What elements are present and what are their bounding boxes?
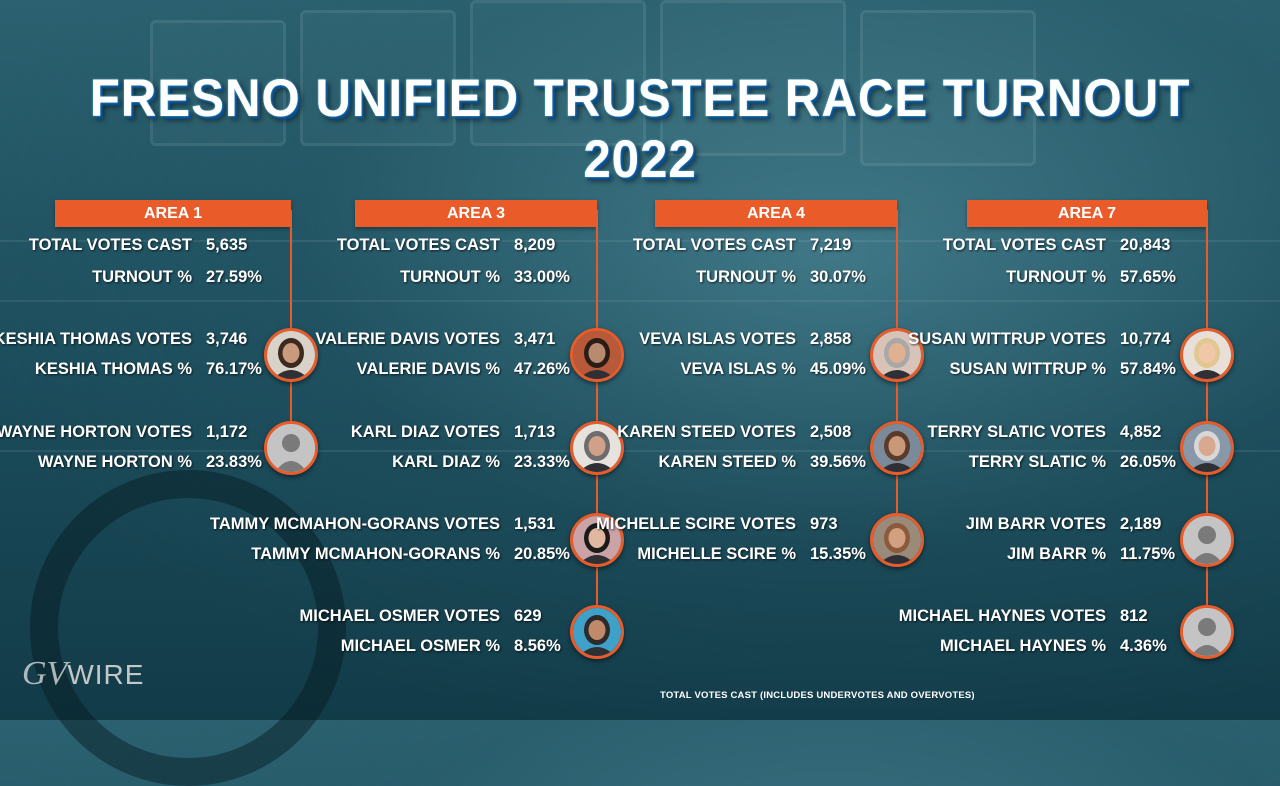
candidate-percent-value: 23.83% <box>206 453 262 471</box>
candidate-photo <box>1180 421 1234 475</box>
candidate-percent-label: VALERIE DAVIS % <box>356 360 500 378</box>
candidate-votes-label: TAMMY MCMAHON-GORANS VOTES <box>210 515 500 533</box>
candidate-photo <box>570 421 624 475</box>
total-votes-value: 5,635 <box>206 236 248 254</box>
candidate-percent-value: 23.33% <box>514 453 570 471</box>
candidate-votes-value: 1,531 <box>514 515 556 533</box>
candidate-percent-label: WAYNE HORTON % <box>37 453 192 471</box>
area-header: AREA 7 <box>967 200 1207 227</box>
candidate-votes-label: KAREN STEED VOTES <box>617 423 796 441</box>
candidate-photo <box>570 513 624 567</box>
turnout-value: 27.59% <box>206 268 262 286</box>
candidate-votes-value: 2,189 <box>1120 515 1162 533</box>
area-header: AREA 3 <box>355 200 597 227</box>
candidate-percent-label: SUSAN WITTRUP % <box>949 360 1106 378</box>
candidate-votes-value: 973 <box>810 515 838 533</box>
footnote: TOTAL VOTES CAST (INCLUDES UNDERVOTES AN… <box>660 690 975 701</box>
total-votes-label: TOTAL VOTES CAST <box>632 236 796 254</box>
default-avatar-icon <box>264 421 318 475</box>
total-votes-value: 20,843 <box>1120 236 1171 254</box>
turnout-value: 30.07% <box>810 268 866 286</box>
total-votes-label: TOTAL VOTES CAST <box>336 236 500 254</box>
candidate-percent-label: JIM BARR % <box>1006 545 1106 563</box>
default-avatar-icon <box>1180 513 1234 567</box>
candidate-photo <box>264 328 318 382</box>
candidate-percent-label: KESHIA THOMAS % <box>34 360 192 378</box>
candidate-votes-value: 3,471 <box>514 330 556 348</box>
candidate-percent-label: MICHAEL HAYNES % <box>940 637 1106 655</box>
candidate-votes-value: 812 <box>1120 607 1148 625</box>
candidate-percent-value: 76.17% <box>206 360 262 378</box>
turnout-label: TURNOUT % <box>92 268 192 286</box>
candidate-percent-label: KAREN STEED % <box>658 453 796 471</box>
candidate-votes-value: 1,713 <box>514 423 556 441</box>
candidate-votes-label: JIM BARR VOTES <box>965 515 1106 533</box>
area-header: AREA 4 <box>655 200 897 227</box>
candidate-percent-label: KARL DIAZ % <box>392 453 500 471</box>
candidate-percent-value: 47.26% <box>514 360 570 378</box>
candidate-votes-value: 2,858 <box>810 330 852 348</box>
total-votes-value: 8,209 <box>514 236 556 254</box>
candidate-votes-label: SUSAN WITTRUP VOTES <box>908 330 1106 348</box>
candidate-votes-value: 629 <box>514 607 542 625</box>
candidate-votes-label: TERRY SLATIC VOTES <box>927 423 1106 441</box>
candidate-votes-label: VALERIE DAVIS VOTES <box>315 330 500 348</box>
candidate-photo <box>870 421 924 475</box>
candidate-votes-value: 10,774 <box>1120 330 1171 348</box>
candidate-votes-label: KESHIA THOMAS VOTES <box>0 330 192 348</box>
turnout-value: 57.65% <box>1120 268 1176 286</box>
candidate-votes-value: 3,746 <box>206 330 248 348</box>
candidate-votes-label: VEVA ISLAS VOTES <box>639 330 796 348</box>
candidate-percent-value: 45.09% <box>810 360 866 378</box>
candidate-percent-value: 20.85% <box>514 545 570 563</box>
candidate-photo <box>570 605 624 659</box>
candidate-votes-value: 2,508 <box>810 423 852 441</box>
turnout-label: TURNOUT % <box>1006 268 1106 286</box>
candidate-photo <box>1180 328 1234 382</box>
candidate-percent-value: 11.75% <box>1120 545 1176 563</box>
candidate-photo <box>870 328 924 382</box>
total-votes-label: TOTAL VOTES CAST <box>28 236 192 254</box>
candidate-votes-label: KARL DIAZ VOTES <box>350 423 500 441</box>
default-avatar-icon <box>1180 605 1234 659</box>
turnout-value: 33.00% <box>514 268 570 286</box>
candidate-percent-label: VEVA ISLAS % <box>680 360 796 378</box>
turnout-label: TURNOUT % <box>400 268 500 286</box>
candidate-photo <box>870 513 924 567</box>
candidate-percent-value: 39.56% <box>810 453 866 471</box>
candidate-votes-value: 1,172 <box>206 423 248 441</box>
candidate-percent-value: 8.56% <box>514 637 561 655</box>
candidate-votes-label: MICHAEL HAYNES VOTES <box>898 607 1106 625</box>
candidate-photo <box>570 328 624 382</box>
gv-wire-logo: GVWIRE <box>22 655 145 692</box>
area-header: AREA 1 <box>55 200 291 227</box>
turnout-label: TURNOUT % <box>696 268 796 286</box>
total-votes-value: 7,219 <box>810 236 852 254</box>
candidate-votes-value: 4,852 <box>1120 423 1162 441</box>
candidate-votes-label: MICHELLE SCIRE VOTES <box>596 515 796 533</box>
candidate-votes-label: MICHAEL OSMER VOTES <box>299 607 500 625</box>
candidate-percent-label: TERRY SLATIC % <box>968 453 1106 471</box>
candidate-percent-value: 15.35% <box>810 545 866 563</box>
total-votes-label: TOTAL VOTES CAST <box>942 236 1106 254</box>
candidate-percent-value: 4.36% <box>1120 637 1167 655</box>
candidate-percent-label: TAMMY MCMAHON-GORANS % <box>251 545 500 563</box>
page-title: FRESNO UNIFIED TRUSTEE RACE TURNOUT 2022 <box>89 69 1191 189</box>
candidate-votes-label: WAYNE HORTON VOTES <box>0 423 192 441</box>
candidate-percent-label: MICHAEL OSMER % <box>340 637 500 655</box>
candidate-percent-label: MICHELLE SCIRE % <box>637 545 796 563</box>
candidate-percent-value: 26.05% <box>1120 453 1176 471</box>
candidate-percent-value: 57.84% <box>1120 360 1176 378</box>
